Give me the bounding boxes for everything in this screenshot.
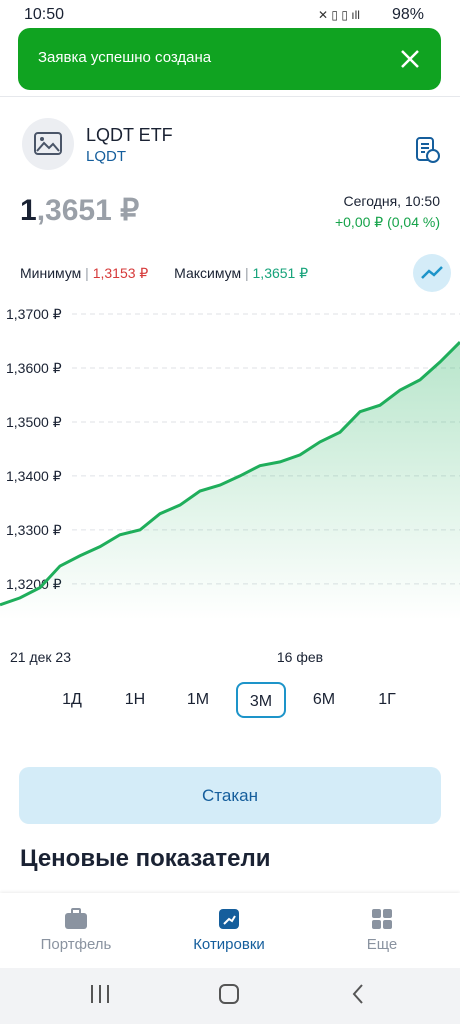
system-bar bbox=[0, 968, 460, 1024]
date: Сегодня, 10:50 bbox=[343, 193, 440, 209]
instrument-name: LQDT ETF bbox=[86, 125, 173, 145]
nav-icon bbox=[372, 909, 392, 929]
y-tick-label: 1,3600 ₽ bbox=[6, 360, 62, 376]
nav-icon bbox=[219, 909, 239, 929]
toast: Заявка успешно создана bbox=[18, 28, 441, 90]
battery: 98% bbox=[392, 6, 425, 23]
report-button[interactable] bbox=[414, 136, 440, 164]
price-int: 1 bbox=[20, 194, 37, 227]
period-button[interactable]: 1М bbox=[186, 691, 210, 708]
price: 1,3651 ₽ bbox=[20, 193, 139, 228]
price-line bbox=[0, 341, 460, 607]
toast-text: Заявка успешно создана bbox=[38, 49, 212, 66]
period-button[interactable]: 3М bbox=[236, 682, 286, 718]
nav-item[interactable]: Котировки bbox=[193, 936, 265, 953]
y-tick-label: 1,3700 ₽ bbox=[6, 306, 62, 322]
nav-item[interactable]: Портфель bbox=[40, 936, 112, 953]
time: 10:50 bbox=[24, 6, 65, 23]
period-button[interactable]: 1Д bbox=[62, 691, 82, 708]
period-button[interactable]: 1Г bbox=[378, 691, 396, 708]
chart: 1,3200 ₽1,3300 ₽1,3400 ₽1,3500 ₽1,3600 ₽… bbox=[0, 306, 460, 665]
y-tick-label: 1,3400 ₽ bbox=[6, 468, 62, 484]
x-tick-label: 16 фев bbox=[277, 649, 323, 665]
section-title: Ценовые показатели bbox=[20, 845, 271, 872]
ticker: LQDT bbox=[86, 148, 127, 165]
min-value: 1,3153 ₽ bbox=[92, 265, 149, 281]
range: Минимум | 1,3153 ₽ Максимум | 1,3651 ₽ bbox=[20, 265, 309, 281]
order-book-button[interactable]: Стакан bbox=[19, 767, 441, 824]
nav-icon bbox=[65, 908, 87, 929]
instrument-icon bbox=[22, 118, 74, 170]
period-button[interactable]: 1Н bbox=[124, 691, 146, 708]
close-button[interactable] bbox=[400, 49, 420, 69]
nav-item[interactable]: Еще bbox=[366, 936, 398, 953]
chart-type-button[interactable] bbox=[413, 254, 451, 292]
price-frac: ,3651 ₽ bbox=[36, 194, 140, 227]
divider bbox=[0, 96, 460, 97]
bottom-nav bbox=[0, 893, 460, 968]
x-tick-label: 21 дек 23 bbox=[10, 649, 71, 665]
max-label: Максимум bbox=[174, 265, 242, 281]
change: +0,00 ₽ (0,04 %) bbox=[334, 214, 440, 230]
max-value: 1,3651 ₽ bbox=[252, 265, 309, 281]
status-icons: ✕ ▯ ▯ ıll bbox=[318, 8, 360, 22]
y-tick-label: 1,3500 ₽ bbox=[6, 414, 62, 430]
y-tick-label: 1,3300 ₽ bbox=[6, 522, 62, 538]
min-label: Минимум bbox=[20, 265, 82, 281]
period-button[interactable]: 6М bbox=[312, 691, 336, 708]
